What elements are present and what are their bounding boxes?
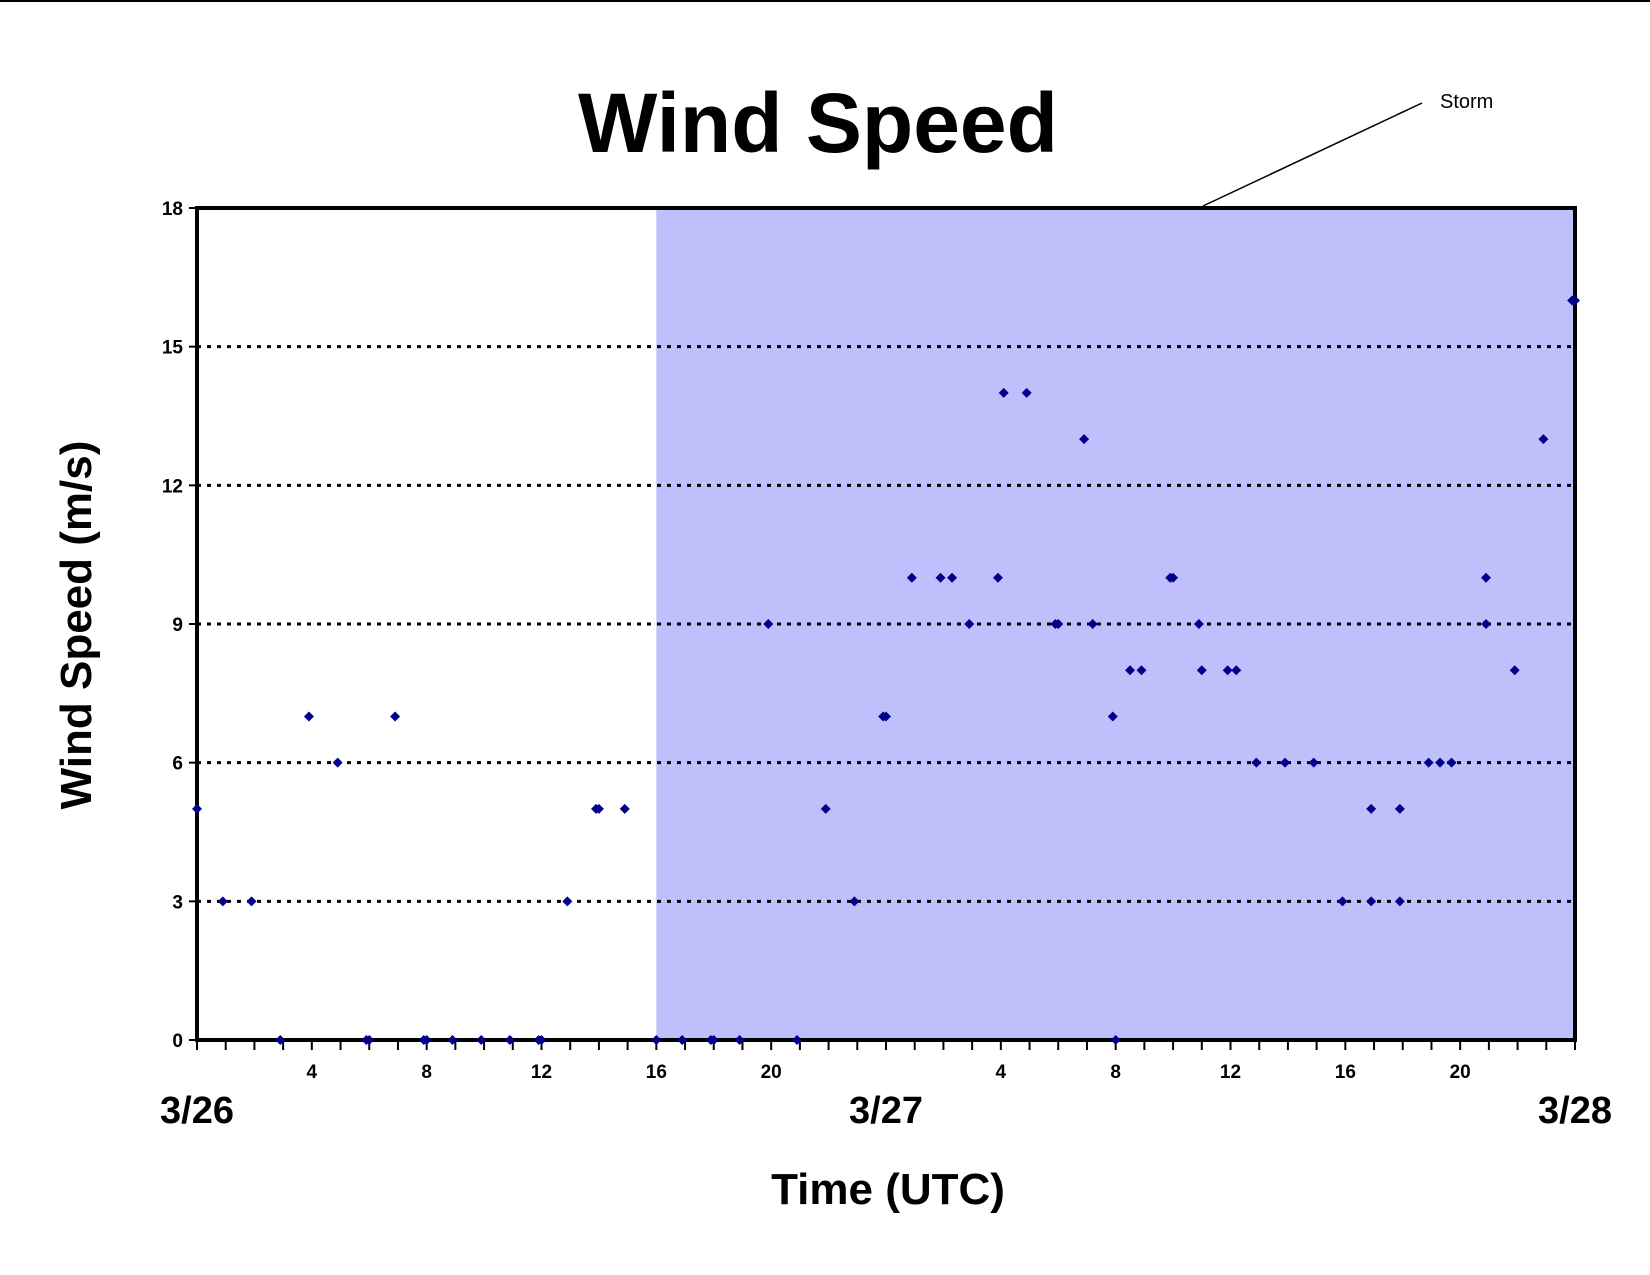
data-point xyxy=(364,1035,375,1045)
data-point xyxy=(332,757,343,768)
data-point xyxy=(964,619,975,629)
data-point xyxy=(734,1035,745,1045)
y-tick-label: 6 xyxy=(172,754,183,775)
x-tick-label: 4 xyxy=(996,1062,1007,1083)
x-tick-label: 20 xyxy=(761,1062,782,1083)
data-point xyxy=(935,572,946,583)
x-tick-label: 12 xyxy=(1220,1062,1241,1083)
y-tick-label: 12 xyxy=(162,476,183,497)
y-tick-label: 15 xyxy=(162,338,184,359)
data-point xyxy=(1021,387,1032,398)
data-point xyxy=(447,1035,458,1045)
data-point xyxy=(246,896,257,907)
data-point xyxy=(1366,803,1377,814)
data-point xyxy=(1079,434,1090,445)
x-axis-title: Time (UTC) xyxy=(771,1165,1005,1214)
data-point xyxy=(1280,757,1291,768)
data-point xyxy=(504,1035,515,1045)
data-point xyxy=(1196,665,1207,676)
data-point xyxy=(1168,572,1179,583)
data-points xyxy=(192,295,1580,1045)
x-tick-label: 12 xyxy=(531,1062,552,1083)
x-tick-label: 16 xyxy=(646,1062,667,1083)
data-point xyxy=(1110,1035,1121,1045)
data-point xyxy=(562,896,573,907)
data-point xyxy=(421,1035,432,1045)
data-point xyxy=(881,711,891,722)
data-point xyxy=(906,572,917,583)
data-point xyxy=(651,1035,662,1045)
y-tick-label: 3 xyxy=(172,892,183,913)
x-tick-label: 16 xyxy=(1335,1062,1356,1083)
data-point xyxy=(992,572,1003,583)
data-point xyxy=(1231,665,1242,676)
data-point xyxy=(1435,757,1446,768)
y-axis: 0 3 6 9 12 15 18 xyxy=(162,199,197,1052)
data-point xyxy=(1193,619,1204,629)
data-point xyxy=(192,803,202,814)
data-point xyxy=(1125,665,1136,676)
x-tick-label: 8 xyxy=(421,1062,432,1083)
data-point xyxy=(708,1035,719,1045)
data-point xyxy=(1423,757,1434,768)
data-point xyxy=(1481,572,1492,583)
date-label: 3/27 xyxy=(849,1090,923,1132)
data-point xyxy=(275,1035,286,1045)
x-tick-label: 8 xyxy=(1110,1062,1121,1083)
data-point xyxy=(593,803,604,814)
data-point xyxy=(390,711,401,722)
data-point xyxy=(1222,665,1233,676)
data-point xyxy=(1570,295,1580,306)
data-point xyxy=(763,619,774,629)
storm-annotation-label: Storm xyxy=(1440,91,1493,113)
data-point xyxy=(1394,896,1405,907)
data-point xyxy=(1337,896,1348,907)
data-point xyxy=(1308,757,1319,768)
data-point xyxy=(476,1035,487,1045)
data-point xyxy=(619,803,630,814)
data-point xyxy=(677,1035,688,1045)
data-point xyxy=(947,572,958,583)
data-point xyxy=(820,803,831,814)
y-axis-title: Wind Speed (m/s) xyxy=(52,441,101,810)
x-axis: 4 8 12 16 20 4 8 12 16 20 xyxy=(196,1040,1576,1083)
storm-annotation-line xyxy=(1202,102,1423,207)
data-point xyxy=(1053,619,1064,629)
data-point xyxy=(849,896,860,907)
y-tick-label: 9 xyxy=(172,615,183,636)
x-tick-label: 4 xyxy=(307,1062,318,1083)
data-point xyxy=(1087,619,1098,629)
data-point xyxy=(1538,434,1549,445)
data-point xyxy=(998,387,1009,398)
data-point xyxy=(1366,896,1377,907)
data-point xyxy=(1481,619,1492,629)
y-tick-label: 18 xyxy=(162,199,183,220)
date-label: 3/28 xyxy=(1538,1090,1612,1132)
data-point xyxy=(792,1035,803,1045)
date-label: 3/26 xyxy=(160,1090,234,1132)
data-point xyxy=(303,711,314,722)
x-tick-label: 20 xyxy=(1450,1062,1471,1083)
data-point xyxy=(1251,757,1262,768)
data-point xyxy=(1446,757,1457,768)
data-point xyxy=(1394,803,1405,814)
data-point xyxy=(1107,711,1118,722)
data-point xyxy=(1136,665,1147,676)
date-labels: 3/26 3/27 3/28 xyxy=(160,1090,1612,1132)
data-point xyxy=(536,1035,547,1045)
y-tick-label: 0 xyxy=(172,1031,183,1052)
data-point xyxy=(1509,665,1520,676)
chart-title: Wind Speed xyxy=(578,76,1058,170)
data-point xyxy=(217,896,228,907)
